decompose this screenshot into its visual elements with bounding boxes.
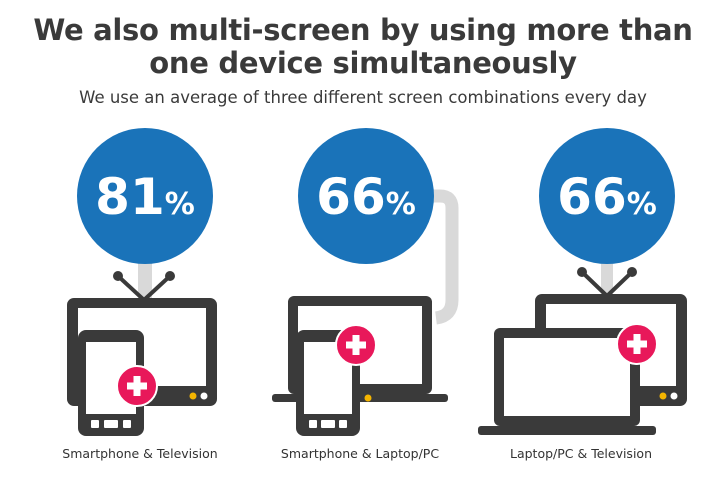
caption-smartphone-television: Smartphone & Television: [62, 446, 218, 461]
laptop-icon: [478, 328, 656, 435]
smartphone-icon: [78, 330, 144, 436]
plus-icon: [116, 365, 158, 407]
title-line-2: one device simultaneously: [149, 46, 577, 80]
page-subtitle: We use an average of three different scr…: [79, 88, 647, 107]
caption-laptop-television: Laptop/PC & Television: [509, 446, 652, 461]
stat-value: 81%: [95, 168, 195, 226]
antenna-icon: [113, 271, 175, 302]
cable-connector: [420, 189, 459, 325]
stat-circle: [77, 128, 213, 264]
stat-panel-2: 66%: [272, 128, 459, 436]
stat-value: 66%: [316, 168, 416, 226]
antenna-icon: [577, 267, 637, 298]
page-title: We also multi-screen by using more than …: [0, 14, 726, 80]
stat-circle: [539, 128, 675, 264]
stat-value: 66%: [557, 168, 657, 226]
stat-panel-1: 81%: [67, 128, 217, 436]
stat-circle: [298, 128, 434, 264]
title-line-1: We also multi-screen by using more than: [33, 13, 693, 47]
stat-panel-3: 66%: [478, 128, 687, 435]
plus-icon: [335, 324, 377, 366]
plus-icon: [616, 323, 658, 365]
caption-smartphone-laptop: Smartphone & Laptop/PC: [280, 446, 440, 461]
